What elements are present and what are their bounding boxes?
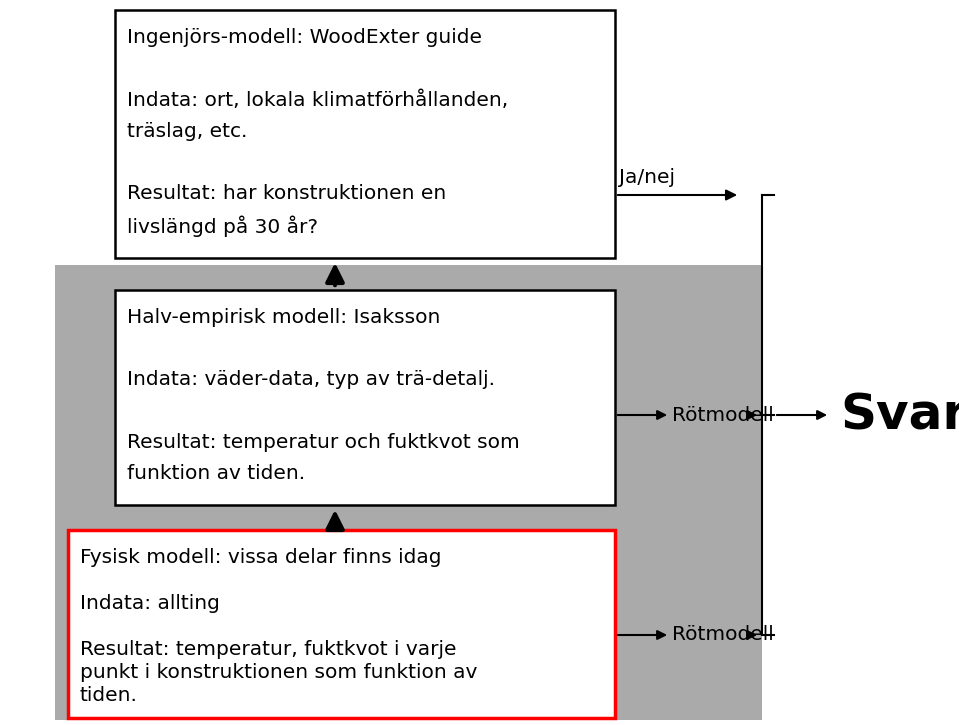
Text: Indata: allting: Indata: allting xyxy=(80,594,220,613)
Bar xyxy=(115,10,615,258)
Text: Resultat: har konstruktionen en: Resultat: har konstruktionen en xyxy=(127,184,446,203)
Text: Resultat: temperatur, fuktkvot i varje: Resultat: temperatur, fuktkvot i varje xyxy=(80,640,456,659)
Text: tiden.: tiden. xyxy=(80,687,138,705)
Text: Halv-empirisk modell: Isaksson: Halv-empirisk modell: Isaksson xyxy=(127,308,440,327)
Text: Indata: ort, lokala klimatförhållanden,: Indata: ort, lokala klimatförhållanden, xyxy=(127,91,508,110)
Text: funktion av tiden.: funktion av tiden. xyxy=(127,464,305,483)
Bar xyxy=(115,290,615,505)
Text: Ingenjörs-modell: WoodExter guide: Ingenjörs-modell: WoodExter guide xyxy=(127,28,482,47)
Text: Svar: Svar xyxy=(840,391,959,439)
Text: Rötmodell: Rötmodell xyxy=(672,405,774,425)
Text: livslängd på 30 år?: livslängd på 30 år? xyxy=(127,215,318,237)
Text: Fysisk modell: vissa delar finns idag: Fysisk modell: vissa delar finns idag xyxy=(80,548,441,567)
Text: Resultat: temperatur och fuktkvot som: Resultat: temperatur och fuktkvot som xyxy=(127,433,520,452)
Text: Rötmodell: Rötmodell xyxy=(672,626,774,645)
Text: Indata: väder-data, typ av trä-detalj.: Indata: väder-data, typ av trä-detalj. xyxy=(127,370,495,389)
Text: träslag, etc.: träslag, etc. xyxy=(127,122,247,141)
Text: punkt i konstruktionen som funktion av: punkt i konstruktionen som funktion av xyxy=(80,663,478,682)
Bar xyxy=(68,530,615,718)
Bar xyxy=(55,265,762,720)
Text: Ja/nej: Ja/nej xyxy=(620,168,675,187)
